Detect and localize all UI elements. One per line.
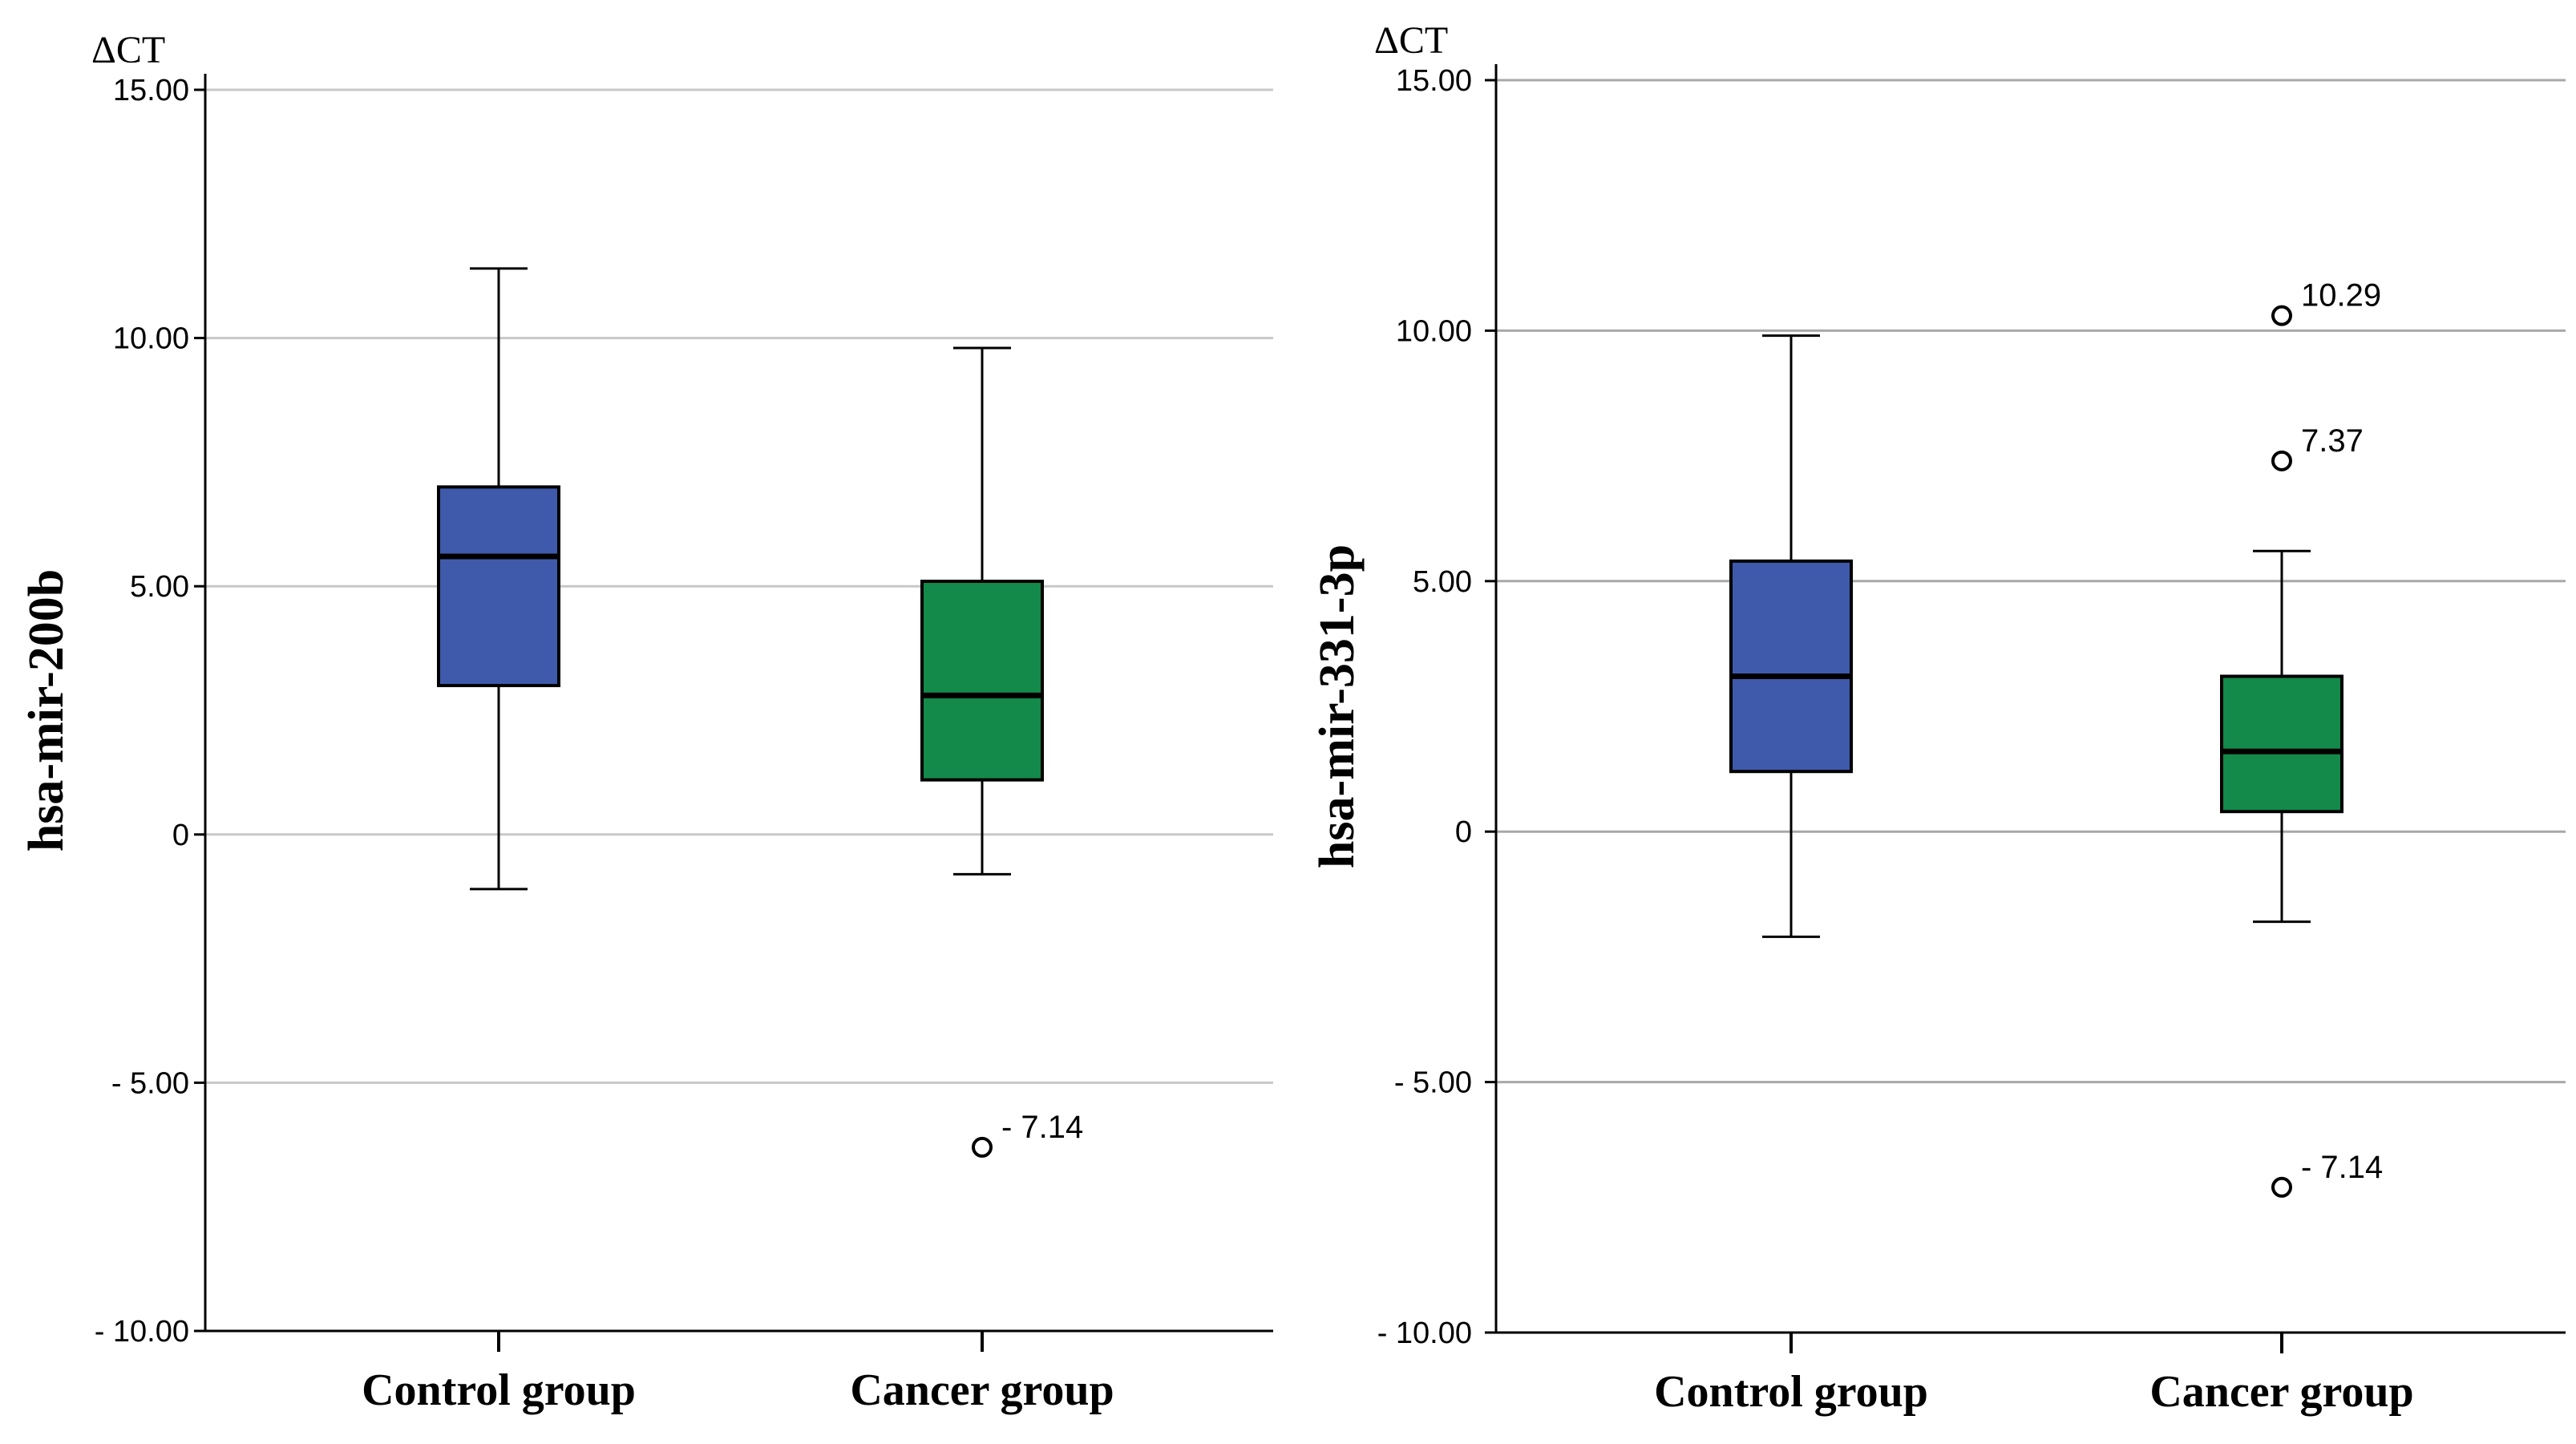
y-tick-label: 15.00 [113,74,189,107]
y-tick-label: - 5.00 [1394,1066,1472,1100]
category-label-1: Control group [362,1365,636,1415]
y-tick-label: - 10.00 [1377,1317,1472,1350]
box-iqr [920,580,1044,782]
y-axis-title: hsa-mir-331-3p [1310,544,1365,868]
outlier-point [2271,1176,2292,1198]
outlier-label: - 7.14 [1001,1110,1083,1145]
outlier-label: - 7.14 [2301,1150,2383,1185]
outlier-point [972,1136,993,1158]
box-iqr [2220,674,2343,814]
chart-panel-2: 15.00 10.00 5.00 0 - 5.00 - 10.00 ΔCT hsa-mir-3… [1310,19,2566,1417]
y-tick-label: - 10.00 [95,1315,189,1349]
outlier-point [2271,305,2292,326]
chart-panel-1: 15.00 10.00 5.00 0 - 5.00 - 10.00 ΔCT hsa-mir-2… [19,29,1273,1415]
y-tick-label: 10.00 [113,322,189,356]
y-tick-label: 5.00 [130,570,189,604]
y-tick-label: - 5.00 [111,1066,189,1100]
category-label-2: Cancer group [2149,1367,2413,1417]
unit-label: ΔCT [91,29,165,71]
box-iqr [1729,559,1853,774]
y-tick-label: 5.00 [1413,565,1472,599]
outlier-point [2271,450,2292,471]
y-tick-label: 10.00 [1396,314,1472,348]
outlier-label: 7.37 [2301,423,2364,459]
unit-label: ΔCT [1374,19,1448,62]
y-tick-label: 0 [1455,815,1472,849]
outlier-label: 10.29 [2301,278,2381,313]
category-label-2: Cancer group [850,1365,1114,1415]
y-tick-label: 0 [172,819,189,852]
box-iqr [437,485,560,688]
y-axis-title: hsa-mir-200b [19,569,74,851]
y-tick-label: 15.00 [1396,64,1472,98]
category-label-1: Control group [1654,1367,1928,1417]
